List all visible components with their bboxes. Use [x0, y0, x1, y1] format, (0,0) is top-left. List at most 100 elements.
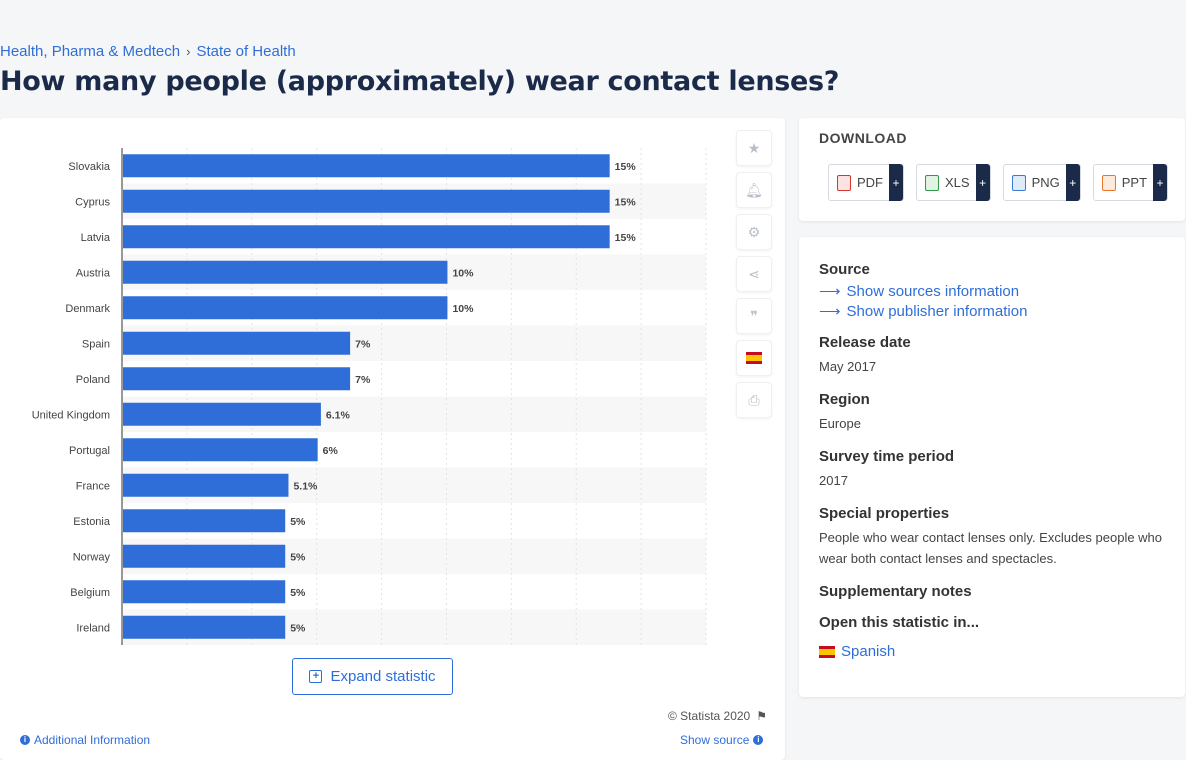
data-label: 6%	[323, 445, 339, 457]
data-label: 10%	[452, 303, 474, 315]
spain-flag-icon[interactable]	[736, 340, 772, 376]
download-pdf-label: PDF	[857, 175, 883, 190]
info-icon: i	[753, 735, 764, 745]
data-label: 5%	[290, 587, 306, 599]
show-source-link[interactable]: Show source i	[680, 733, 764, 747]
category-label: Latvia	[81, 232, 111, 244]
bar-united-kingdom	[123, 402, 321, 426]
data-label: 5%	[290, 622, 306, 634]
bar-austria	[123, 260, 448, 284]
special-section: Special properties People who wear conta…	[819, 505, 1165, 569]
survey-value: 2017	[819, 473, 848, 488]
expand-plus-icon: +	[309, 670, 323, 683]
category-label: Belgium	[70, 587, 110, 599]
share-icon[interactable]: ⋖	[736, 256, 772, 292]
statistic-toolbar: ★ 🔔︎ ⚙ ⋖ ❞ ⎙	[736, 130, 772, 418]
data-label: 15%	[615, 232, 637, 244]
show-sources-label: Show sources information	[846, 282, 1020, 300]
download-xls-button[interactable]: XLS +	[916, 164, 991, 201]
release-section: Release date May 2017	[819, 334, 1165, 377]
category-label: United Kingdom	[32, 409, 110, 421]
chart-fade	[0, 716, 720, 758]
show-publisher-link[interactable]: ⟶ Show publisher information	[819, 302, 1165, 321]
bar-cyprus	[123, 189, 610, 213]
bar-belgium	[123, 580, 286, 604]
print-icon[interactable]: ⎙	[736, 382, 772, 418]
category-label: Austria	[76, 267, 111, 279]
bar-latvia	[123, 225, 610, 249]
category-label: France	[76, 480, 110, 492]
flag-report-icon[interactable]: ⚑	[756, 709, 767, 723]
category-label: Norway	[73, 551, 111, 563]
download-xls-label: XLS	[945, 175, 970, 190]
open-in-heading: Open this statistic in...	[819, 614, 980, 631]
breadcrumb-link-state-of-health[interactable]: State of Health	[196, 43, 296, 60]
plus-icon: +	[1065, 164, 1080, 201]
category-label: Cyprus	[75, 196, 110, 208]
citation-quote-icon[interactable]: ❞	[736, 298, 772, 334]
breadcrumb-separator: ›	[186, 44, 191, 59]
download-ppt-button[interactable]: PPT +	[1092, 164, 1169, 201]
region-heading: Region	[819, 391, 870, 408]
supplementary-heading: Supplementary notes	[819, 583, 972, 600]
expand-statistic-label: Expand statistic	[330, 668, 436, 685]
survey-section: Survey time period 2017	[819, 448, 1165, 491]
data-label: 7%	[355, 374, 371, 386]
settings-gear-icon[interactable]: ⚙	[736, 214, 772, 250]
category-label: Portugal	[69, 445, 110, 457]
survey-heading: Survey time period	[819, 448, 955, 465]
data-label: 6.1%	[326, 409, 351, 421]
release-heading: Release date	[819, 334, 911, 351]
breadcrumb-link-health[interactable]: Health, Pharma & Medtech	[0, 43, 181, 60]
download-png-label: PNG	[1031, 175, 1060, 190]
source-heading: Source	[819, 261, 870, 278]
show-sources-link[interactable]: ⟶ Show sources information	[819, 282, 1165, 301]
notification-bell-icon[interactable]: 🔔︎	[736, 172, 772, 208]
data-label: 7%	[355, 338, 371, 350]
show-source-label: Show source	[680, 733, 750, 747]
bar-estonia	[123, 509, 286, 533]
expand-statistic-button[interactable]: + Expand statistic	[292, 658, 453, 695]
plus-icon: +	[975, 164, 990, 201]
info-icon: i	[20, 735, 30, 745]
copyright-text: © Statista 2020	[668, 709, 751, 723]
plus-icon: +	[889, 164, 903, 201]
spain-flag-icon	[819, 645, 835, 658]
data-label: 10%	[452, 267, 474, 279]
png-file-icon	[1011, 174, 1026, 191]
category-label: Slovakia	[68, 161, 110, 173]
statistic-details-panel: Source ⟶ Show sources information ⟶ Show p…	[799, 237, 1185, 697]
download-pdf-button[interactable]: PDF +	[828, 164, 904, 201]
xls-file-icon	[925, 174, 939, 191]
show-publisher-label: Show publisher information	[846, 302, 1028, 320]
additional-information-link[interactable]: i Additional Information	[20, 733, 150, 747]
open-spanish-label: Spanish	[841, 643, 896, 660]
ppt-file-icon	[1101, 174, 1116, 191]
plus-icon: +	[1153, 164, 1168, 201]
bar-norway	[123, 544, 286, 568]
data-label: 15%	[615, 161, 637, 173]
bar-poland	[123, 367, 351, 391]
data-label: 5%	[290, 516, 306, 528]
additional-information-label: Additional Information	[34, 733, 151, 747]
bar-spain	[123, 331, 351, 355]
category-label: Spain	[82, 338, 110, 350]
bar-denmark	[123, 296, 448, 320]
data-label: 15%	[615, 196, 637, 208]
release-value: May 2017	[819, 359, 877, 374]
download-png-button[interactable]: PNG +	[1002, 164, 1081, 201]
download-title: DOWNLOAD	[819, 130, 907, 146]
category-label: Denmark	[65, 303, 110, 315]
region-section: Region Europe	[819, 391, 1165, 434]
favorite-star-icon[interactable]: ★	[736, 130, 772, 166]
download-panel: DOWNLOAD PDF + XLS + PNG + PPT +	[799, 118, 1185, 221]
bar-portugal	[123, 438, 318, 462]
open-spanish-link[interactable]: Spanish	[819, 643, 1165, 660]
chart-card: Slovakia 15% Cyprus 15% Latvia 15% Austria 10% D…	[0, 118, 785, 760]
download-ppt-label: PPT	[1121, 175, 1148, 190]
arrow-right-icon: ⟶	[819, 283, 841, 300]
data-label: 5%	[290, 551, 306, 563]
bar-chart: Slovakia 15% Cyprus 15% Latvia 15% Austria 10% D…	[32, 148, 707, 645]
pdf-file-icon	[837, 174, 851, 191]
region-value: Europe	[819, 416, 861, 431]
